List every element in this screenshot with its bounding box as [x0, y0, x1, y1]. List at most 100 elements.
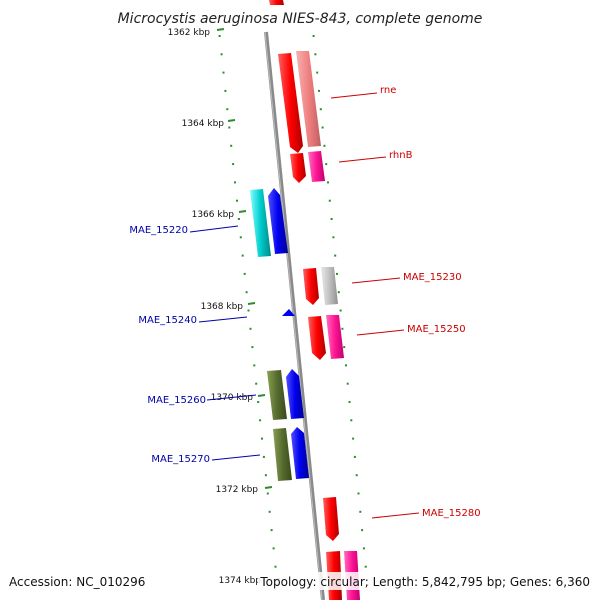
gene-MAE_15230-red[interactable] — [303, 268, 319, 305]
gene-MAE_15230[interactable] — [321, 267, 338, 305]
ruler-inner-dot — [270, 529, 273, 532]
ruler-outer-dot — [318, 89, 320, 92]
gene-MAE_15220[interactable] — [250, 189, 271, 257]
leader-MAE_15220 — [189, 225, 239, 233]
label-rne[interactable]: rne — [380, 85, 396, 96]
label-rhnB[interactable]: rhnB — [389, 150, 413, 161]
ruler-outer-dot — [361, 529, 364, 532]
label-MAE_15270[interactable]: MAE_15270 — [151, 454, 210, 465]
tick-label-1370: 1370 kbp — [211, 393, 254, 403]
ruler-inner-dot — [226, 108, 229, 111]
leader-MAE_15230 — [351, 277, 401, 284]
ruler-outer-dot — [325, 163, 328, 166]
ruler-inner-dot — [255, 382, 258, 385]
ruler-inner-dot — [239, 236, 242, 239]
ruler-outer-dot — [339, 309, 342, 312]
accession-text: Accession: NC_010296 — [9, 575, 145, 589]
ruler-outer-dot — [348, 401, 351, 403]
ruler-outer-dot — [334, 254, 337, 257]
ruler-outer-dot — [336, 272, 338, 275]
gene-MAE_15250[interactable] — [326, 315, 344, 359]
ruler-outer-dot — [316, 71, 319, 74]
ruler-inner-dot — [249, 327, 252, 330]
ruler-outer-dot — [362, 547, 365, 550]
tick-label-1374: 1374 kbp — [219, 576, 262, 586]
ruler-inner-dot — [218, 35, 221, 37]
leader-MAE_15240 — [198, 316, 248, 323]
ruler-outer-dot — [350, 419, 353, 422]
tick-label-1362: 1362 kbp — [168, 28, 211, 38]
ruler-outer-dot — [345, 364, 347, 367]
gene-MAE_15240[interactable] — [282, 309, 295, 316]
leader-MAE_15260 — [206, 394, 257, 401]
ruler-inner-dot — [266, 492, 269, 495]
gene-MAE_15280[interactable] — [323, 497, 339, 541]
ruler-outer-dot — [343, 346, 346, 349]
footer-backing — [258, 572, 593, 590]
gene-MAE_15220-partner[interactable] — [268, 188, 288, 254]
label-MAE_15280[interactable]: MAE_15280 — [422, 508, 481, 519]
ruler-inner-dot — [241, 254, 244, 257]
leader-MAE_15280 — [371, 512, 420, 519]
ruler-outer-dot — [341, 327, 344, 330]
ruler-inner-dot — [257, 401, 260, 403]
ruler-outer-dot — [327, 181, 329, 184]
map-title: Microcystis aeruginosa NIES-843, complet… — [118, 11, 483, 27]
ruler-track — [216, 28, 369, 586]
genome-summary-text: Topology: circular; Length: 5,842,795 bp… — [259, 575, 590, 589]
label-MAE_15260[interactable]: MAE_15260 — [147, 395, 206, 406]
ruler-inner-dot — [228, 126, 231, 129]
ruler-inner-dot — [253, 364, 256, 367]
gene-rhnB[interactable] — [308, 151, 325, 182]
ruler-inner-dot — [274, 565, 277, 568]
ruler-outer-dot — [321, 126, 324, 129]
gene-rne-partner[interactable] — [296, 51, 321, 147]
gene-rne[interactable] — [278, 53, 303, 153]
ruler-outer-dot — [346, 382, 349, 385]
gene-MAE_15260-partner[interactable] — [286, 369, 304, 419]
gene-MAE_15260[interactable] — [267, 370, 287, 420]
ruler-inner-dot — [220, 53, 223, 56]
label-MAE_15230[interactable]: MAE_15230 — [403, 272, 462, 283]
ruler-inner-dot — [247, 309, 250, 312]
ruler-inner-dot — [230, 144, 233, 147]
gene-MAE_15270[interactable] — [273, 428, 292, 481]
tick-label-1366: 1366 kbp — [192, 210, 235, 220]
ruler-outer-dot — [352, 437, 355, 440]
ruler-outer-dot — [323, 144, 326, 147]
gene-MAE_15250-red[interactable] — [308, 316, 326, 360]
ruler-inner-dot — [236, 199, 238, 202]
label-MAE_15250[interactable]: MAE_15250 — [407, 324, 466, 335]
tick-label-1368: 1368 kbp — [201, 302, 244, 312]
leader-rhnB — [338, 156, 387, 163]
gene-top-partial[interactable] — [269, 0, 284, 5]
ruler-inner-dot — [262, 455, 265, 458]
tick-label-1372: 1372 kbp — [216, 485, 259, 495]
ruler-outer-dot — [353, 455, 356, 458]
ruler-inner-dot — [222, 71, 225, 74]
leader-MAE_15250 — [356, 329, 405, 336]
ruler-major-tick — [247, 302, 256, 305]
leader-rne — [330, 92, 378, 99]
ruler-inner-dot — [264, 474, 267, 477]
ruler-inner-dot — [268, 510, 271, 513]
ruler-major-tick — [227, 119, 236, 122]
label-MAE_15240[interactable]: MAE_15240 — [138, 315, 197, 326]
label-MAE_15220[interactable]: MAE_15220 — [129, 225, 188, 236]
ruler-major-tick — [216, 28, 225, 31]
ruler-outer-dot — [312, 35, 315, 37]
gene-MAE_15270-partner[interactable] — [291, 427, 309, 479]
ruler-inner-dot — [224, 89, 227, 92]
ruler-inner-dot — [232, 163, 235, 166]
ruler-inner-dot — [237, 218, 240, 220]
tick-label-1364: 1364 kbp — [182, 119, 225, 129]
gene-rhnB-red[interactable] — [290, 153, 306, 183]
ruler-outer-dot — [319, 108, 322, 111]
ruler-inner-dot — [272, 547, 275, 550]
ruler-inner-dot — [259, 419, 262, 422]
ruler-outer-dot — [330, 218, 333, 220]
ruler-major-tick — [238, 210, 247, 213]
ruler-outer-dot — [357, 492, 360, 495]
ruler-outer-dot — [332, 236, 335, 239]
